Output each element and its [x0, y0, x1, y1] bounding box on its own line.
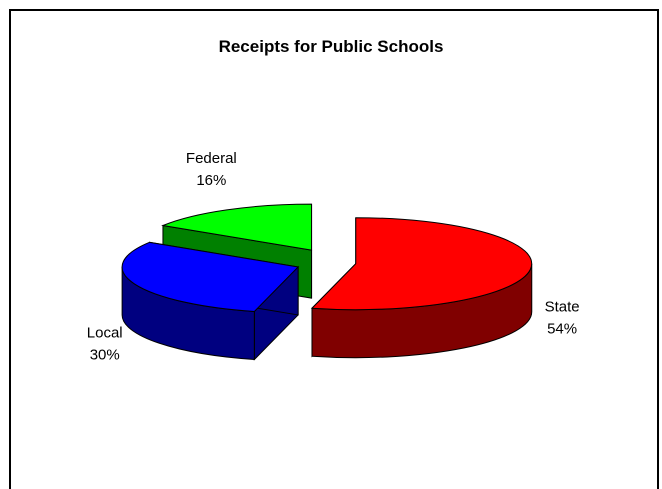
slice-percent-federal: 16% — [196, 172, 226, 189]
slice-state — [310, 217, 533, 359]
slice-label-local: Local — [87, 325, 123, 342]
slice-local — [121, 241, 300, 361]
pie-slices — [121, 203, 533, 361]
slice-label-state: State — [545, 298, 580, 315]
slice-percent-local: 30% — [90, 347, 120, 364]
slice-federal-top — [161, 203, 313, 251]
chart-frame — [9, 9, 659, 489]
slice-local-top — [121, 241, 300, 313]
chart-title: Receipts for Public Schools — [219, 37, 444, 56]
pie-labels: State 54% Local 30% Federal 16% — [87, 150, 580, 364]
slice-state-top — [310, 217, 533, 311]
slice-percent-state: 54% — [547, 320, 577, 337]
slice-label-federal: Federal — [186, 150, 237, 167]
